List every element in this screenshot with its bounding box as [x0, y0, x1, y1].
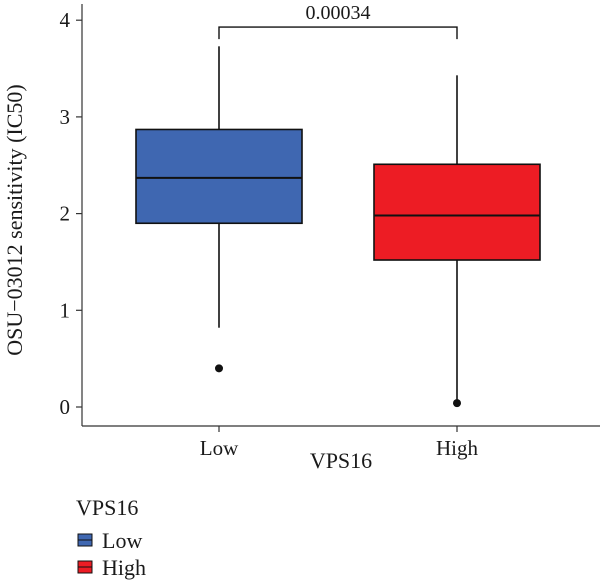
y-tick-label: 1 [60, 298, 71, 322]
box-iqr [373, 163, 541, 261]
significance-annotation: 0.00034 [218, 2, 458, 40]
y-tick-label: 2 [60, 202, 71, 226]
outlier-point [215, 364, 223, 373]
box-iqr [135, 128, 303, 225]
box-low [135, 46, 303, 373]
legend-title: VPS16 [76, 495, 138, 520]
box-high [373, 75, 541, 408]
y-tick-label: 3 [60, 105, 71, 129]
legend-item-low: Low [77, 528, 142, 553]
legend-item-high: High [77, 555, 146, 580]
y-tick-label: 0 [60, 395, 71, 419]
outlier-point [453, 399, 461, 408]
x-tick-label: Low [200, 436, 239, 460]
legend-label: Low [102, 528, 142, 553]
axes: 0 1 2 3 4 Low High [60, 4, 600, 460]
y-tick-label: 4 [60, 8, 71, 32]
p-value-label: 0.00034 [306, 2, 371, 24]
legend-label: High [102, 555, 146, 580]
plot-marks [135, 46, 541, 408]
x-axis-title: VPS16 [310, 448, 372, 473]
y-axis-title: OSU−03012 sensitivity (IC50) [2, 84, 27, 356]
significance-bracket [218, 26, 458, 40]
x-tick-label: High [436, 436, 479, 460]
